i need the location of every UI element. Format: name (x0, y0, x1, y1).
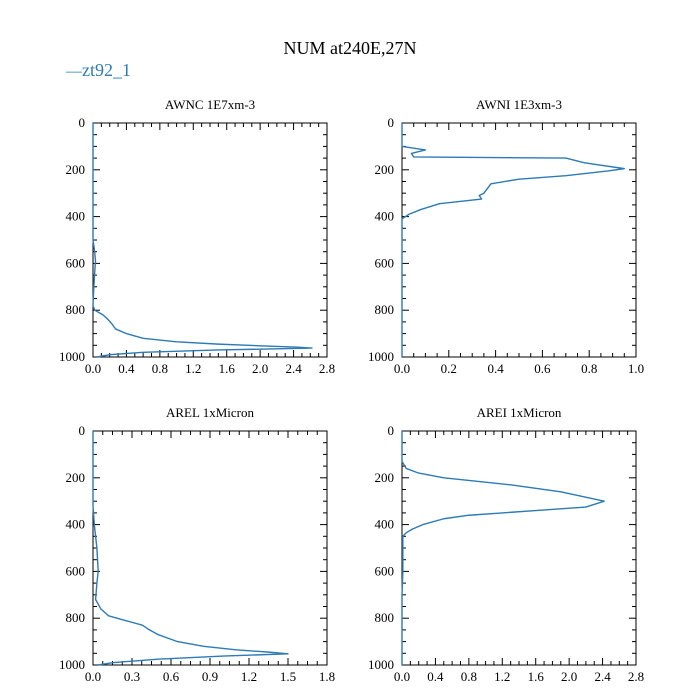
x-tick-label: 0.4 (427, 669, 444, 684)
y-tick-label: 0 (79, 423, 86, 438)
x-tick-label: 1.2 (494, 669, 510, 684)
plot-frame (401, 430, 637, 666)
x-tick-label: 0.8 (581, 361, 597, 376)
y-tick-label: 0 (388, 423, 395, 438)
plot-frame (92, 430, 328, 666)
y-tick-label: 400 (375, 209, 395, 224)
x-tick-label: 0.6 (163, 669, 180, 684)
panel-title: AWNC 1E7xm-3 (165, 97, 255, 112)
x-tick-label: 1.2 (185, 361, 201, 376)
chart-panel-1: AWNC 1E7xm-3 0.0 0.4 0.8 1.2 1.6 2.0 2.4 2.8 0 200… (59, 97, 335, 376)
x-tick-label: 1.6 (219, 361, 236, 376)
x-tick-label: 1.2 (241, 669, 257, 684)
chart-panel-3: AREL 1xMicron 0.0 0.3 0.6 0.9 1.2 1.5 1.8 0 200 40… (59, 405, 335, 684)
x-tick-label: 0.8 (461, 669, 477, 684)
x-tick-label: 2.8 (628, 669, 644, 684)
y-tick-label: 400 (66, 517, 86, 532)
y-tick-label: 200 (66, 162, 86, 177)
y-tick-label: 800 (375, 610, 395, 625)
x-tick-label: 0.8 (152, 361, 168, 376)
chart-panels: AWNC 1E7xm-3 0.0 0.4 0.8 1.2 1.6 2.0 2.4 2.8 0 200… (59, 97, 644, 684)
x-tick-label: 0.6 (534, 361, 551, 376)
x-tick-label: 0.2 (441, 361, 457, 376)
x-tick-label: 2.0 (252, 361, 268, 376)
y-tick-label: 600 (66, 563, 86, 578)
x-tick-label: 0.0 (394, 361, 410, 376)
y-tick-label: 400 (375, 517, 395, 532)
y-tick-label: 200 (375, 162, 395, 177)
x-tick-label: 1.5 (280, 669, 296, 684)
x-tick-label: 1.6 (528, 669, 545, 684)
chart-panel-2: AWNI 1E3xm-3 0.0 0.2 0.4 0.6 0.8 1.0 0 200 400 600… (368, 97, 644, 376)
series-line-zt92_1 (92, 123, 313, 358)
x-tick-label: 0.4 (487, 361, 504, 376)
series-line-zt92_1 (401, 431, 605, 665)
y-tick-label: 400 (66, 209, 86, 224)
y-tick-label: 1000 (368, 657, 394, 672)
panel-title: AREL 1xMicron (166, 405, 254, 420)
x-tick-label: 0.3 (124, 669, 140, 684)
y-tick-label: 800 (66, 302, 86, 317)
y-tick-label: 600 (375, 563, 395, 578)
x-tick-label: 0.0 (85, 361, 101, 376)
x-tick-label: 2.0 (561, 669, 577, 684)
x-tick-label: 0.9 (202, 669, 218, 684)
legend-label: zt92_1 (82, 60, 131, 80)
legend: — zt92_1 (65, 60, 131, 80)
x-tick-label: 0.4 (118, 361, 135, 376)
series-line-zt92_1 (92, 431, 289, 666)
plot-frame (92, 122, 328, 358)
x-tick-label: 2.8 (319, 361, 335, 376)
y-tick-label: 1000 (59, 349, 85, 364)
x-tick-label: 1.8 (319, 669, 335, 684)
x-tick-label: 2.4 (285, 361, 302, 376)
y-tick-label: 800 (66, 610, 86, 625)
x-tick-label: 0.0 (85, 669, 101, 684)
legend-line-marker: — (65, 63, 83, 80)
y-tick-label: 600 (375, 255, 395, 270)
x-tick-label: 2.4 (594, 669, 611, 684)
y-tick-label: 0 (79, 115, 86, 130)
panel-title: AREI 1xMicron (477, 405, 562, 420)
y-tick-label: 200 (375, 470, 395, 485)
panel-title: AWNI 1E3xm-3 (476, 97, 562, 112)
y-tick-label: 200 (66, 470, 86, 485)
chart-panel-4: AREI 1xMicron 0.0 0.4 0.8 1.2 1.6 2.0 2.4 2.8 0 20… (368, 405, 644, 684)
y-tick-label: 0 (388, 115, 395, 130)
series-line-zt92_1 (401, 123, 625, 357)
y-tick-label: 1000 (368, 349, 394, 364)
x-tick-label: 1.0 (628, 361, 644, 376)
y-tick-label: 600 (66, 255, 86, 270)
y-tick-label: 800 (375, 302, 395, 317)
y-tick-label: 1000 (59, 657, 85, 672)
x-tick-label: 0.0 (394, 669, 410, 684)
figure-title: NUM at240E,27N (284, 38, 417, 58)
